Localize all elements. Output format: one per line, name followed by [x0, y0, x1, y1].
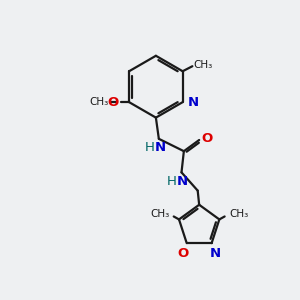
Text: N: N [176, 175, 188, 188]
Text: N: N [210, 247, 221, 260]
Text: H: H [167, 175, 177, 188]
Text: O: O [178, 247, 189, 260]
Text: CH₃: CH₃ [150, 208, 169, 218]
Text: H: H [145, 141, 155, 154]
Text: CH₃: CH₃ [194, 60, 213, 70]
Text: N: N [188, 96, 199, 109]
Text: CH₃: CH₃ [229, 208, 248, 218]
Text: O: O [107, 96, 118, 109]
Text: CH₃: CH₃ [89, 97, 109, 107]
Text: N: N [154, 141, 166, 154]
Text: O: O [202, 132, 213, 145]
